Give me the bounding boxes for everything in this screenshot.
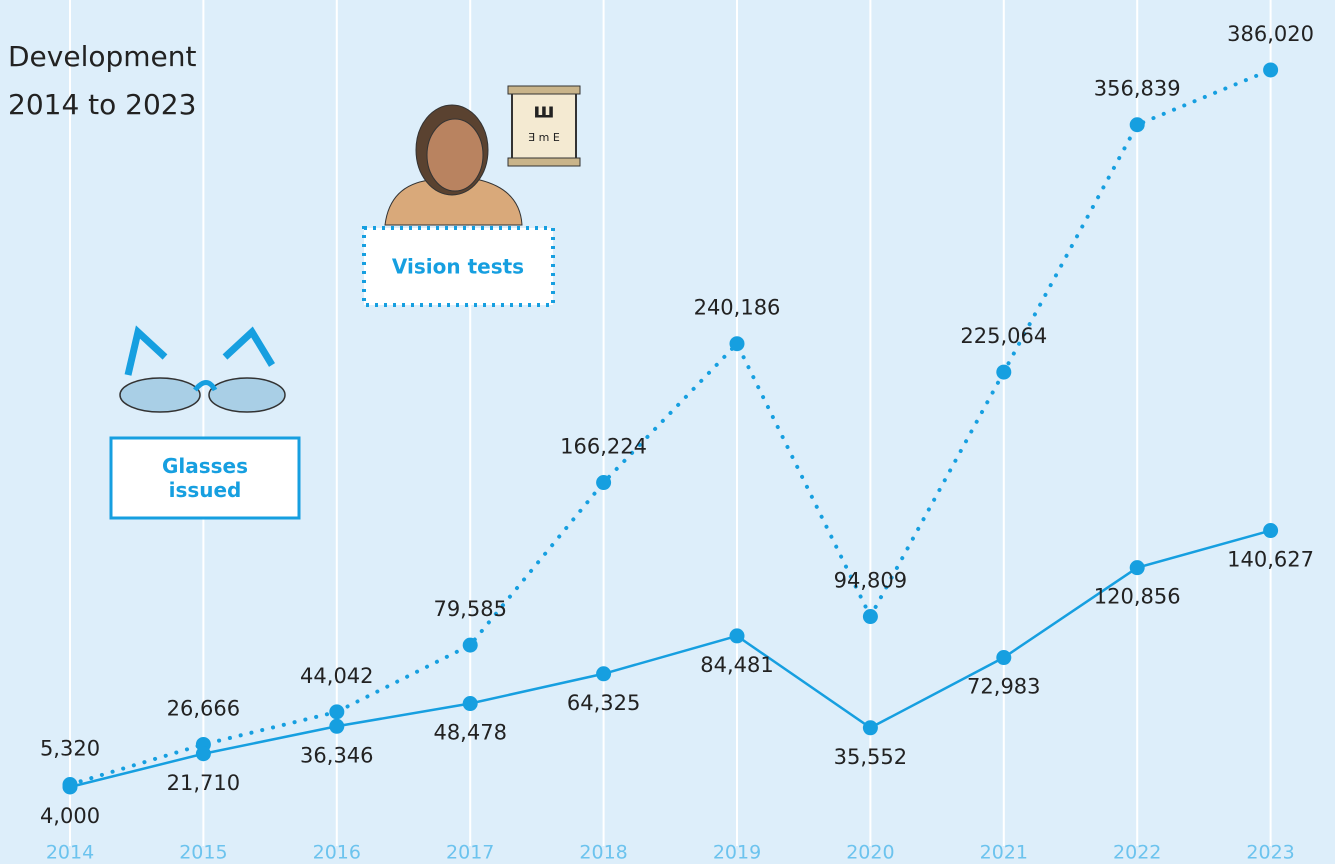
data-label: 166,224: [560, 435, 647, 459]
x-tick-label: 2016: [313, 842, 361, 864]
data-point: [462, 696, 478, 712]
data-label: 72,983: [967, 675, 1040, 699]
data-label: 386,020: [1227, 22, 1314, 46]
data-point: [996, 650, 1012, 666]
data-label: 35,552: [834, 745, 907, 769]
svg-text:ш: ш: [533, 99, 554, 123]
data-point: [195, 746, 211, 762]
data-point: [996, 364, 1012, 380]
data-point: [329, 718, 345, 734]
data-label: 5,320: [40, 737, 100, 761]
legend-label: Vision tests: [392, 255, 524, 279]
x-tick-label: 2023: [1246, 842, 1294, 864]
legend-label: Glasses issued: [161, 454, 249, 502]
person-icon: [384, 104, 523, 226]
data-point: [729, 628, 745, 644]
data-point: [62, 779, 78, 795]
data-point: [862, 720, 878, 736]
x-tick-label: 2014: [46, 842, 94, 864]
data-point: [1129, 117, 1145, 133]
data-point: [862, 609, 878, 625]
glasses-icon: [119, 325, 286, 413]
chart-title: Development: [8, 40, 197, 73]
data-label: 120,856: [1094, 585, 1181, 609]
data-label: 26,666: [167, 696, 240, 720]
data-point: [729, 336, 745, 352]
eye-chart-icon: ш Ǝ m E: [507, 85, 581, 167]
svg-text:Ǝ m E: Ǝ m E: [528, 131, 560, 144]
data-point: [596, 666, 612, 682]
data-point: [1129, 560, 1145, 576]
legend-box: [109, 436, 301, 520]
data-label: 4,000: [40, 804, 100, 828]
chart-title: 2014 to 2023: [8, 88, 196, 121]
data-label: 240,186: [694, 296, 781, 320]
data-label: 64,325: [567, 691, 640, 715]
legend-box: [362, 226, 555, 307]
data-label: 21,710: [167, 771, 240, 795]
data-point: [329, 704, 345, 720]
x-tick-label: 2019: [713, 842, 761, 864]
legend-wrap: Glasses issued: [161, 454, 249, 502]
x-tick-label: 2015: [179, 842, 227, 864]
data-label: 36,346: [300, 743, 373, 767]
data-label: 79,585: [433, 597, 506, 621]
x-tick-label: 2021: [980, 842, 1028, 864]
x-tick-label: 2020: [846, 842, 894, 864]
data-label: 48,478: [433, 721, 506, 745]
x-tick-label: 2018: [579, 842, 627, 864]
data-point: [596, 475, 612, 491]
x-tick-label: 2022: [1113, 842, 1161, 864]
x-tick-label: 2017: [446, 842, 494, 864]
data-label: 356,839: [1094, 77, 1181, 101]
data-label: 225,064: [960, 324, 1047, 348]
data-point: [1263, 62, 1279, 78]
data-label: 94,809: [834, 569, 907, 593]
data-label: 44,042: [300, 664, 373, 688]
series-line: [68, 67, 1273, 787]
data-point: [1263, 523, 1279, 539]
data-point: [462, 637, 478, 653]
series-line: [69, 529, 1271, 789]
data-label: 84,481: [700, 653, 773, 677]
data-label: 140,627: [1227, 548, 1314, 572]
